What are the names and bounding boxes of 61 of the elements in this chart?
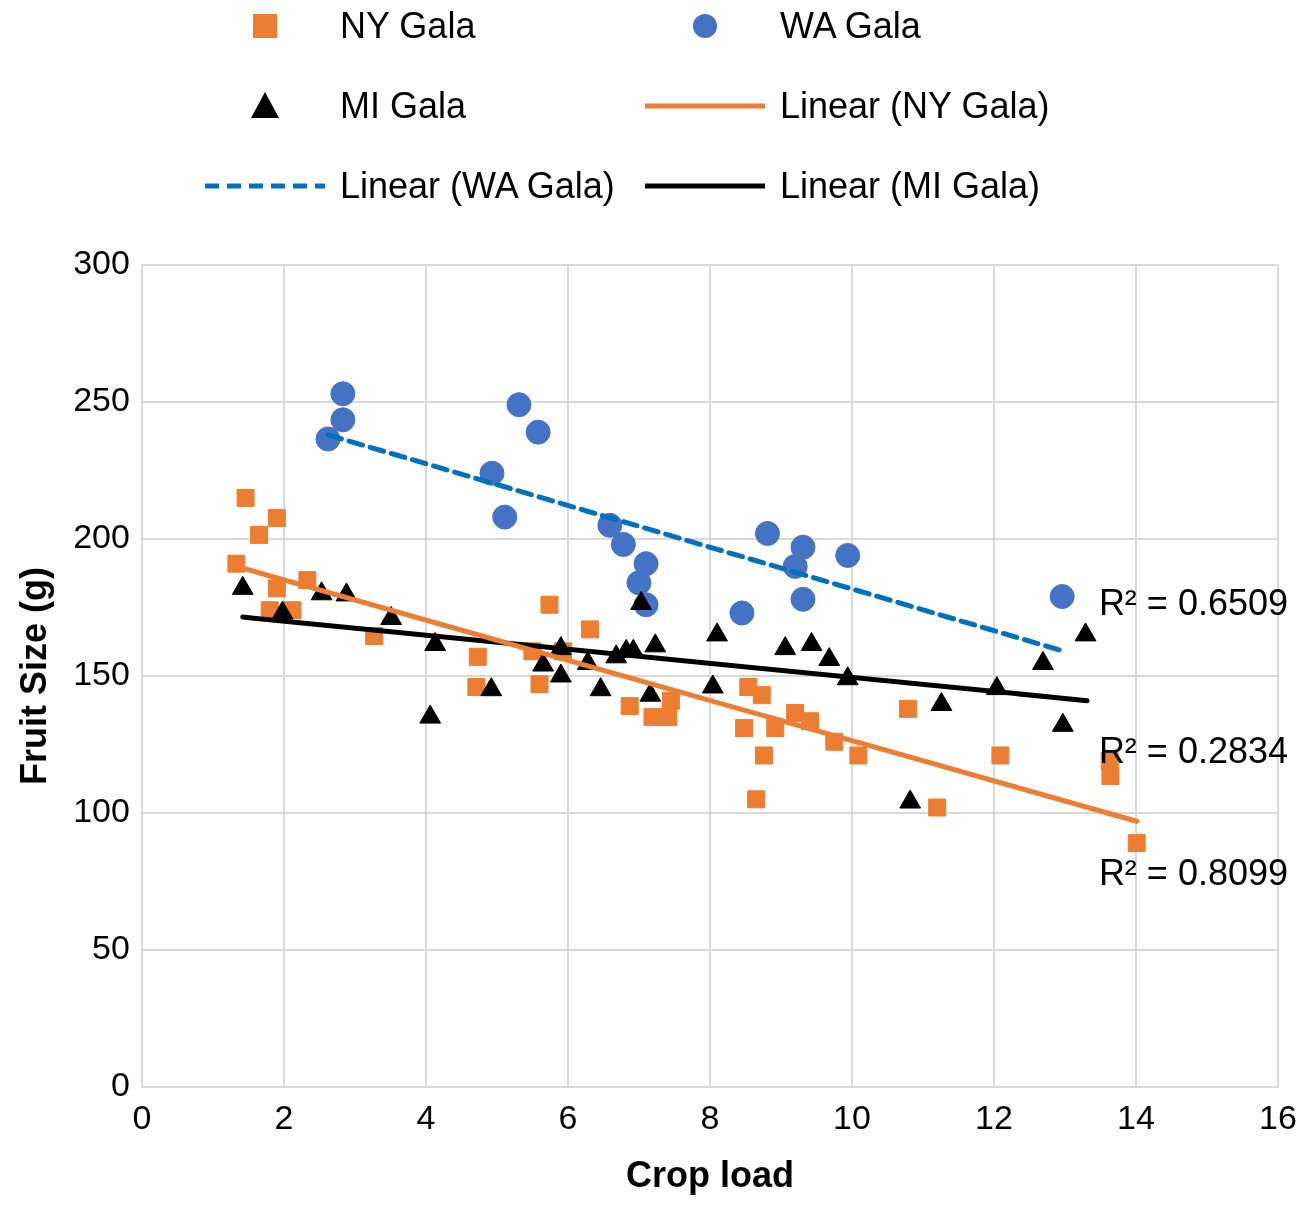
point (250, 525, 269, 544)
point (580, 620, 599, 639)
legend-label: Linear (NY Gala) (780, 85, 1050, 127)
x-tick-label: 10 (833, 1097, 871, 1136)
point (849, 746, 868, 765)
point (236, 488, 255, 507)
point (540, 595, 559, 614)
point (525, 419, 551, 445)
legend-label: NY Gala (340, 5, 476, 47)
y-tick-label: 50 (92, 928, 130, 967)
y-tick-label: 150 (73, 654, 130, 693)
legend-label: Linear (WA Gala) (340, 165, 615, 207)
point (754, 746, 773, 765)
annotation: R² = 0.8099 (1098, 851, 1288, 893)
point (620, 697, 639, 716)
x-tick-label: 14 (1117, 1097, 1155, 1136)
point (790, 586, 816, 612)
legend-label: WA Gala (780, 5, 921, 47)
point (729, 600, 755, 626)
x-axis-title: Crop load (625, 1154, 794, 1196)
x-tick-label: 2 (274, 1097, 294, 1136)
y-tick-label: 0 (111, 1065, 130, 1104)
point (530, 675, 549, 694)
y-tick-label: 250 (73, 380, 130, 419)
annotation: R² = 0.6509 (1098, 581, 1288, 623)
point (1049, 584, 1075, 610)
point (659, 708, 678, 727)
point (467, 677, 486, 696)
point (633, 551, 659, 577)
point (506, 392, 532, 418)
y-axis-title: Fruit Size (g) (12, 567, 54, 785)
legend-label: Linear (MI Gala) (780, 165, 1041, 207)
point (1101, 767, 1120, 785)
legend-label: MI Gala (340, 85, 467, 127)
point (754, 521, 780, 547)
point (747, 790, 766, 809)
point (492, 504, 518, 530)
point (330, 381, 356, 407)
x-tick-label: 12 (975, 1097, 1013, 1136)
x-tick-label: 4 (416, 1097, 436, 1136)
point (1127, 834, 1146, 853)
point (330, 407, 356, 433)
point (835, 542, 861, 568)
y-tick-label: 100 (73, 791, 130, 830)
y-tick-label: 300 (73, 243, 130, 282)
point (739, 677, 758, 696)
point (610, 531, 636, 557)
point (267, 508, 286, 527)
point (928, 798, 947, 817)
point (468, 647, 487, 666)
x-tick-label: 16 (1259, 1097, 1297, 1136)
x-tick-label: 8 (700, 1097, 720, 1136)
annotation: R² = 0.2834 (1098, 729, 1288, 771)
point (991, 746, 1010, 765)
point (735, 719, 754, 738)
point (661, 691, 680, 710)
point (790, 534, 816, 560)
point (267, 579, 286, 598)
y-tick-label: 200 (73, 517, 130, 556)
x-tick-label: 6 (558, 1097, 578, 1136)
point (899, 699, 918, 718)
